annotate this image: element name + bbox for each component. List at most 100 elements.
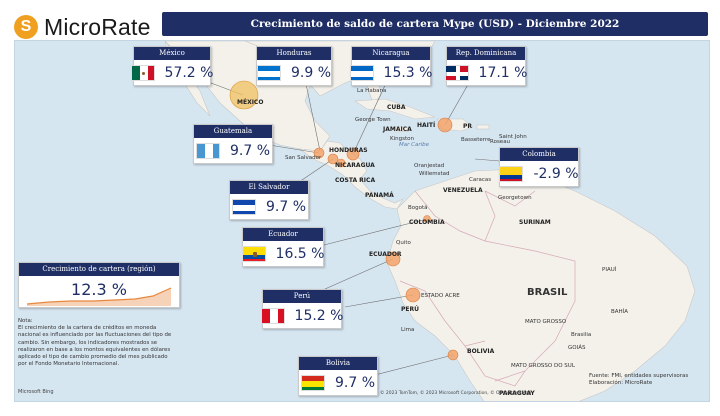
- card-ecuador-name: Ecuador: [243, 228, 323, 241]
- ecuador-flag-icon: [241, 246, 266, 262]
- card-region[interactable]: Crecimiento de cartera (región) 12.3 %: [18, 262, 180, 308]
- map-copyright: © 2023 TomTom, © 2023 Microsoft Corporat…: [380, 391, 532, 396]
- border-venezuela: [484, 190, 536, 207]
- card-ecuador[interactable]: Ecuador 16.5 %: [241, 227, 325, 267]
- card-guatemala[interactable]: Guatemala 9.7 %: [193, 124, 273, 164]
- map-label-willemstad: Willemstad: [419, 171, 450, 177]
- map-label-bolivia: BOLIVIA: [467, 348, 495, 355]
- border-peru: [399, 280, 486, 347]
- map-label-goias: GOIÁS: [568, 345, 586, 351]
- guatemala-flag-icon: [195, 143, 220, 159]
- colombia-bubble: [423, 215, 431, 223]
- map-label-pr: PR: [463, 123, 473, 130]
- peru-bubble: [405, 287, 421, 303]
- card-dominicana-value: 17.1 %: [478, 65, 528, 81]
- map-label-venezuela: VENEZUELA: [443, 187, 483, 194]
- map-label-jamaica: JAMAICA: [383, 126, 412, 133]
- map-label-costa-rica: COSTA RICA: [335, 177, 376, 184]
- card-guatemala-name: Guatemala: [194, 125, 272, 138]
- map-label-mato-grosso-sul: MATO GROSSO DO SUL: [511, 363, 575, 369]
- card-honduras[interactable]: Honduras 9.9 %: [256, 46, 332, 86]
- border-bolivia: [464, 345, 526, 387]
- map-label-piaui: PIAUÍ: [602, 267, 617, 273]
- map-label-nicaragua: NICARAGUA: [335, 162, 375, 169]
- map-label-cuba: CUBA: [387, 104, 406, 111]
- microrate-logo: S MicroRate: [14, 10, 151, 44]
- cuba-land: [354, 98, 436, 120]
- map-label-habana: La Habana: [357, 88, 387, 94]
- card-mexico[interactable]: México 57.2 %: [130, 46, 214, 86]
- region-sparkline: [26, 287, 172, 306]
- note-title: Nota:: [18, 318, 33, 324]
- map-label-ecuador: ECUADOR: [369, 251, 402, 258]
- card-peru[interactable]: Perú 15.2 %: [260, 289, 344, 329]
- logo-text: MicroRate: [44, 13, 151, 40]
- card-guatemala-value: 9.7 %: [229, 143, 271, 159]
- map-label-haiti: HAITÍ: [417, 122, 436, 129]
- card-mexico-value: 57.2 %: [164, 65, 214, 81]
- map-label-roseau: Roseau: [490, 139, 511, 145]
- map-label-honduras: HONDURAS: [329, 147, 368, 154]
- card-salvador-name: El Salvador: [230, 181, 308, 194]
- microsoft-bing-logo: Microsoft Bing: [18, 389, 54, 395]
- map-label-estado-acre: ESTADO ACRE: [421, 293, 460, 299]
- nicaragua-flag-icon: [349, 65, 374, 81]
- card-colombia[interactable]: Colombia -2.9 %: [499, 147, 579, 187]
- card-dominicana[interactable]: Rep. Dominicana 17.1 %: [444, 46, 528, 86]
- map-label-kingston: Kingston: [390, 136, 414, 142]
- card-salvador-value: 9.7 %: [265, 199, 307, 215]
- mexico-bubble: [229, 80, 259, 110]
- map-label-basseterre: Basseterre: [461, 137, 491, 143]
- note-block: Nota: El crecimiento de la cartera de cr…: [18, 318, 178, 368]
- el-salvador-flag-icon: [231, 199, 256, 215]
- honduras-bubble: [327, 153, 339, 165]
- jamaica-land: [392, 126, 410, 133]
- map-label-lima: Lima: [401, 327, 415, 333]
- puerto-rico-land: [476, 124, 490, 130]
- source-line1: Fuente: FMI, entidades supervisoras: [589, 373, 689, 379]
- card-bolivia[interactable]: Bolivia 9.7 %: [298, 356, 378, 396]
- source-block: Fuente: FMI, entidades supervisoras Elab…: [589, 373, 709, 387]
- logo-mark-icon: S: [14, 15, 38, 39]
- map-label-brasilia: Brasilia: [571, 332, 592, 338]
- map-label-oranjestad: Oranjestad: [414, 163, 445, 169]
- card-peru-name: Perú: [263, 290, 341, 303]
- map-label-paraguay: PARAGUAY: [499, 390, 535, 397]
- bolivia-bubble: [447, 349, 459, 361]
- map-label-quito: Quito: [396, 240, 411, 246]
- salvador-bubble: [336, 158, 346, 168]
- card-bolivia-name: Bolivia: [299, 357, 377, 370]
- dominicana-bubble: [437, 117, 453, 133]
- honduras-flag-icon: [256, 65, 281, 81]
- map-label-colombia: COLOMBIA: [409, 219, 445, 226]
- page-title: Crecimiento de saldo de cartera Mype (US…: [162, 12, 708, 36]
- map-label-saint-john: Saint John: [499, 134, 527, 140]
- colombia-flag-icon: [499, 166, 524, 182]
- map-label-bahia: BAHÍA: [611, 309, 629, 315]
- card-honduras-value: 9.9 %: [290, 65, 332, 81]
- card-bolivia-value: 9.7 %: [334, 375, 376, 391]
- source-line2: Elaboración: MicroRate: [589, 380, 653, 386]
- map-label-bogota: Bogotá: [408, 205, 428, 211]
- map-label-brasil: BRASIL: [527, 287, 568, 298]
- bolivia-flag-icon: [300, 375, 325, 391]
- card-ecuador-value: 16.5 %: [275, 246, 325, 262]
- map-label-mato-grosso: MATO GROSSO: [525, 319, 567, 325]
- card-peru-value: 15.2 %: [294, 308, 344, 324]
- card-colombia-name: Colombia: [500, 148, 578, 161]
- dominican-republic-flag-icon: [444, 65, 469, 81]
- map-label-georgetown-cay: George Town: [355, 117, 391, 123]
- card-nicaragua[interactable]: Nicaragua 15.3 %: [349, 46, 433, 86]
- map-label-caracas: Caracas: [469, 177, 492, 183]
- nicaragua-bubble: [346, 147, 360, 161]
- central-america-land: [298, 140, 404, 210]
- card-colombia-value: -2.9 %: [533, 166, 579, 182]
- map-label-peru: PERÚ: [401, 306, 419, 313]
- map-label-mexico: MÉXICO: [237, 99, 264, 106]
- map-label-mar-caribe: Mar Caribe: [399, 142, 430, 148]
- map-label-san-salvador: San Salvador: [285, 155, 322, 161]
- card-region-value: 12.3 %: [71, 280, 127, 299]
- card-nicaragua-value: 15.3 %: [383, 65, 433, 81]
- card-salvador[interactable]: El Salvador 9.7 %: [229, 180, 309, 220]
- map-label-panama: PANAMÁ: [365, 192, 394, 199]
